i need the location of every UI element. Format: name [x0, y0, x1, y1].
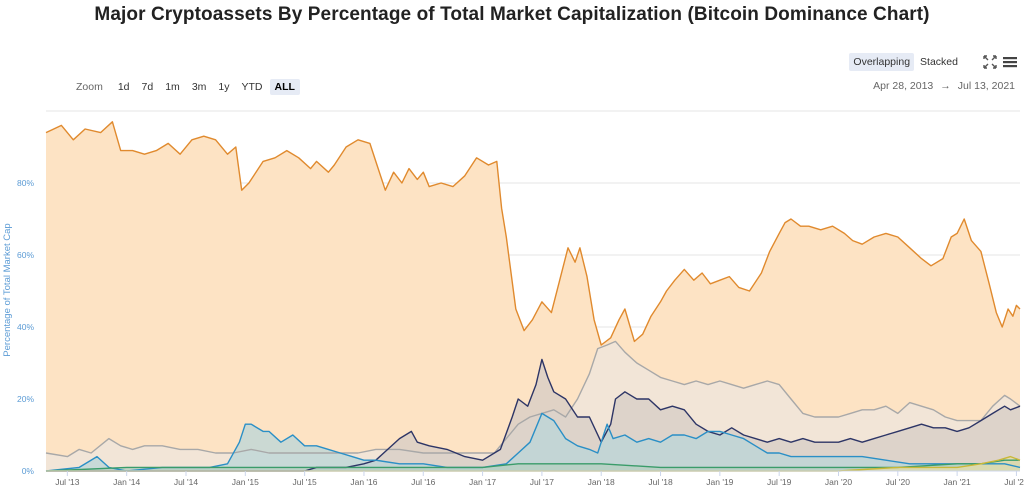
- fullscreen-icon[interactable]: [982, 54, 998, 70]
- y-tick-label: 40%: [17, 322, 34, 332]
- y-tick-label: 0%: [22, 466, 35, 476]
- series-areas: [46, 121, 1020, 472]
- series-area-5: [46, 456, 1020, 471]
- x-tick-label: Jan '15: [232, 477, 259, 487]
- series-area-3: [46, 413, 1020, 471]
- x-tick-label: Jul '19: [767, 477, 792, 487]
- series-area-1: [46, 341, 1020, 471]
- series-line-0[interactable]: [45, 121, 1021, 346]
- zoom-ytd-button[interactable]: YTD: [241, 81, 263, 93]
- view-toggle: Overlapping Stacked: [849, 53, 962, 71]
- range-to[interactable]: Jul 13, 2021: [957, 80, 1015, 92]
- range-arrow: →: [940, 80, 951, 92]
- y-axis-label: Percentage of Total Market Cap: [2, 223, 13, 356]
- x-tick-label: Jul '17: [530, 477, 555, 487]
- zoom-all-button[interactable]: ALL: [269, 79, 300, 95]
- zoom-3m-button[interactable]: 3m: [191, 81, 207, 93]
- x-tick-label: Jul '15: [292, 477, 317, 487]
- series-line-4[interactable]: [45, 459, 1020, 472]
- x-tick-label: Jan '19: [706, 477, 733, 487]
- x-tick-label: Jan '21: [944, 477, 971, 487]
- zoom-1d-button[interactable]: 1d: [117, 81, 130, 93]
- stacked-button[interactable]: Stacked: [920, 56, 958, 68]
- x-tick-label: Jan '16: [350, 477, 377, 487]
- zoom-controls: Zoom 1d 7d 1m 3m 1y YTD ALL: [76, 79, 300, 95]
- x-tick-label: Jan '17: [469, 477, 496, 487]
- x-tick-label: Jul '16: [411, 477, 436, 487]
- chart-title: Major Cryptoassets By Percentage of Tota…: [94, 4, 930, 25]
- zoom-label: Zoom: [76, 81, 103, 93]
- y-tick-label: 60%: [17, 250, 34, 260]
- x-tick-label: Jan '14: [113, 477, 140, 487]
- series-area-4: [46, 460, 1020, 471]
- x-tick-label: Jan '20: [825, 477, 852, 487]
- x-tick-label: Jul '20: [886, 477, 911, 487]
- x-tick-label: Jul '18: [648, 477, 673, 487]
- y-axis: 0% 20% 40% 60% 80%: [17, 178, 34, 476]
- y-tick-label: 20%: [17, 394, 34, 404]
- x-tick-label: Jul '21: [1004, 477, 1024, 487]
- zoom-1y-button[interactable]: 1y: [218, 81, 230, 93]
- overlapping-button[interactable]: Overlapping: [849, 53, 915, 71]
- series-area-2: [46, 359, 1020, 471]
- y-tick-label: 80%: [17, 178, 34, 188]
- series-line-3[interactable]: [45, 412, 1021, 472]
- date-range: Apr 28, 2013 → Jul 13, 2021: [873, 80, 1015, 92]
- zoom-1m-button[interactable]: 1m: [165, 81, 180, 93]
- range-from[interactable]: Apr 28, 2013: [873, 80, 934, 92]
- hamburger-menu-icon[interactable]: [1002, 54, 1018, 70]
- series-lines: [45, 121, 1021, 472]
- series-line-2[interactable]: [46, 358, 1021, 472]
- x-axis: Jul '13 Jan '14 Jul '14 Jan '15 Jul '15 Jan '…: [46, 470, 1024, 487]
- zoom-7d-button[interactable]: 7d: [141, 81, 154, 93]
- x-tick-label: Jan '18: [588, 477, 615, 487]
- x-tick-label: Jul '13: [55, 477, 80, 487]
- x-tick-label: Jul '14: [174, 477, 199, 487]
